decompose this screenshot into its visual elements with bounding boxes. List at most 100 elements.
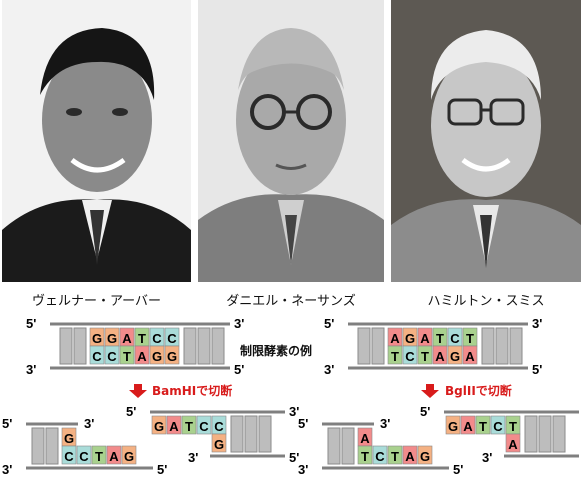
base-G: G	[405, 331, 415, 346]
filler-base	[183, 327, 197, 365]
filler-base	[197, 327, 211, 365]
base-box-T	[181, 415, 197, 435]
base-C: C	[450, 331, 460, 346]
base-box-A	[462, 345, 478, 365]
filler-base	[495, 327, 509, 365]
base-T: T	[138, 331, 146, 346]
filler-base	[258, 415, 272, 453]
bglii-left-5prime-bottom: 5'	[453, 462, 463, 477]
base-box-T	[91, 445, 107, 465]
base-C: C	[167, 331, 177, 346]
base-box-G	[445, 415, 461, 435]
base-A: A	[463, 419, 473, 434]
bamhi-full-3prime-top: 3'	[234, 316, 244, 331]
base-T: T	[466, 331, 474, 346]
filler-base	[73, 327, 87, 365]
base-A: A	[465, 349, 475, 364]
base-C: C	[107, 349, 117, 364]
base-box-G	[164, 345, 180, 365]
base-T: T	[391, 449, 399, 464]
base-box-T	[119, 345, 135, 365]
bglii-full-3prime-top: 3'	[532, 316, 542, 331]
label-bamhi: BamHIで切断	[152, 383, 232, 398]
base-box-C	[196, 415, 212, 435]
base-T: T	[185, 419, 193, 434]
bamhi-full-3prime-bottom: 3'	[26, 362, 36, 377]
name-werner-arber: ヴェルナー・アーバー	[31, 294, 162, 309]
base-box-G	[151, 415, 167, 435]
base-T: T	[479, 419, 487, 434]
bamhi-right-3prime-bottom: 3'	[188, 450, 198, 465]
base-box-G	[211, 433, 227, 453]
label-bglii: BglIIで切断	[445, 383, 512, 398]
base-box-T	[357, 445, 373, 465]
base-box-T	[475, 415, 491, 435]
base-G: G	[152, 349, 162, 364]
base-box-C	[76, 445, 92, 465]
base-box-C	[402, 345, 418, 365]
bamhi-left-3prime-bottom: 3'	[2, 462, 12, 477]
bglii-full-5prime-bottom: 5'	[532, 362, 542, 377]
base-G: G	[92, 331, 102, 346]
base-box-A	[134, 345, 150, 365]
filler-base	[31, 427, 45, 465]
filler-base	[45, 427, 59, 465]
base-C: C	[405, 349, 415, 364]
base-box-C	[104, 345, 120, 365]
filler-base	[524, 415, 538, 453]
base-C: C	[64, 449, 74, 464]
base-G: G	[214, 437, 224, 452]
bglii-right-5prime-top: 5'	[420, 404, 430, 419]
base-A: A	[122, 331, 132, 346]
diagram-title: 制限酵素の例	[240, 343, 312, 358]
bglii-right-3prime-bottom: 3'	[482, 450, 492, 465]
filler-base	[538, 415, 552, 453]
base-C: C	[92, 349, 102, 364]
base-box-C	[89, 345, 105, 365]
base-box-T	[387, 345, 403, 365]
base-A: A	[169, 419, 179, 434]
base-box-T	[417, 345, 433, 365]
base-box-C	[61, 445, 77, 465]
bamhi-right-5prime-bottom: 5'	[289, 450, 299, 465]
base-box-A	[106, 445, 122, 465]
base-box-A	[460, 415, 476, 435]
bamhi-left-5prime-bottom: 5'	[157, 462, 167, 477]
bamhi-right-5prime-top: 5'	[126, 404, 136, 419]
base-C: C	[375, 449, 385, 464]
bamhi-full-5prime-top: 5'	[26, 316, 36, 331]
base-A: A	[360, 431, 370, 446]
bglii-full-3prime-bottom: 3'	[324, 362, 334, 377]
base-G: G	[420, 449, 430, 464]
filler-base	[341, 427, 355, 465]
base-A: A	[109, 449, 119, 464]
name-daniel-nathans: ダニエル・ネーサンズ	[226, 294, 356, 309]
base-T: T	[361, 449, 369, 464]
base-G: G	[154, 419, 164, 434]
base-G: G	[124, 449, 134, 464]
base-box-A	[402, 445, 418, 465]
filler-base	[211, 327, 225, 365]
filler-base	[481, 327, 495, 365]
base-A: A	[137, 349, 147, 364]
base-A: A	[435, 349, 445, 364]
filler-base	[59, 327, 73, 365]
base-box-A	[432, 345, 448, 365]
base-A: A	[390, 331, 400, 346]
name-hamilton-smith: ハミルトン・スミス	[427, 294, 545, 309]
base-T: T	[421, 349, 429, 364]
base-C: C	[152, 331, 162, 346]
bamhi-left-3prime-top: 3'	[84, 416, 94, 431]
base-G: G	[448, 419, 458, 434]
bglii-left-3prime-bottom: 3'	[298, 462, 308, 477]
filler-base	[371, 327, 385, 365]
base-G: G	[450, 349, 460, 364]
base-box-T	[387, 445, 403, 465]
base-G: G	[107, 331, 117, 346]
photo-werner-arber	[2, 0, 191, 282]
photo-daniel-nathans	[198, 0, 384, 282]
base-box-A	[166, 415, 182, 435]
bamhi-left-5prime: 5'	[2, 416, 12, 431]
filler-base	[244, 415, 258, 453]
